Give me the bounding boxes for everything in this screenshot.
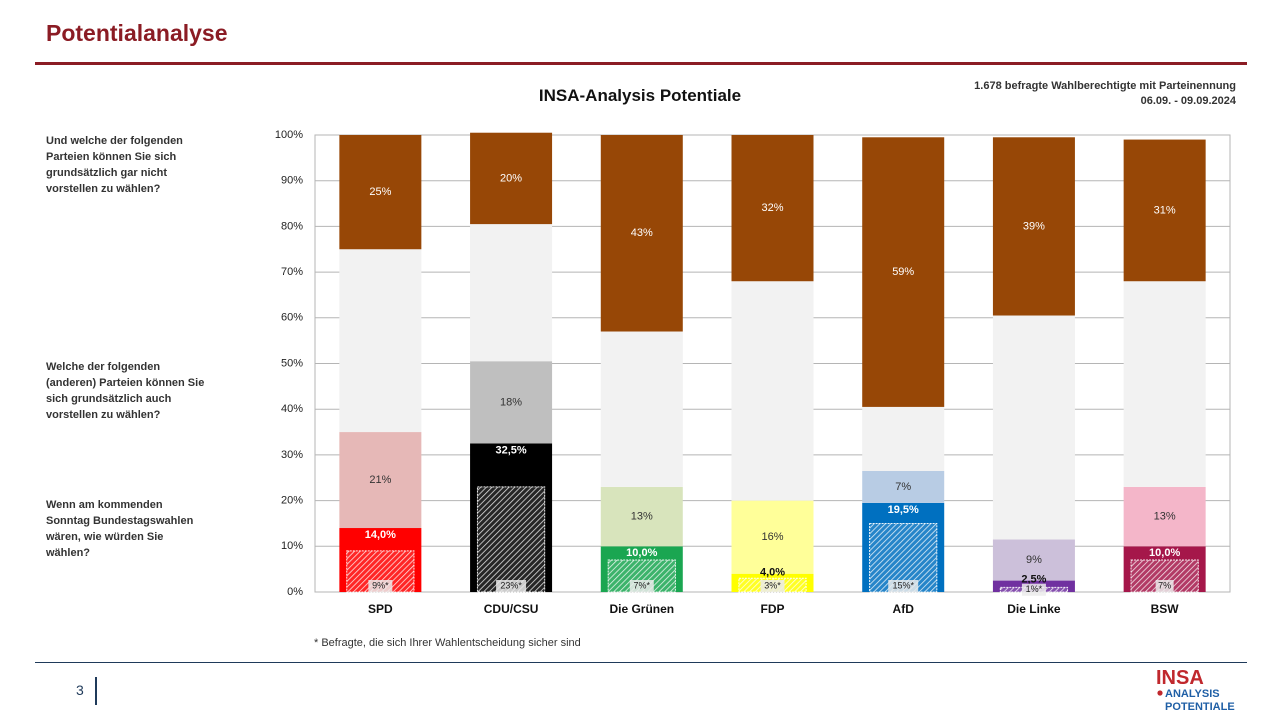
bar-segment-possible <box>992 539 1075 581</box>
data-label-possible: 13% <box>631 511 653 523</box>
bar-segment-undecided <box>992 315 1075 540</box>
data-label-sure-voters: 9%* <box>372 580 389 590</box>
bar-segment-sure-voters <box>476 486 546 593</box>
data-label-never: 59% <box>892 266 914 278</box>
chart-title: INSA-Analysis Potentiale <box>538 86 742 105</box>
data-label-sure-voters: 7%* <box>634 580 651 590</box>
data-label-vote: 2,5% <box>1021 573 1046 585</box>
bar-segment-never <box>339 135 422 250</box>
question-could-vote: Welche der folgenden (anderen) Parteien … <box>46 361 205 421</box>
x-tick-label: BSW <box>1151 602 1180 616</box>
question-never-vote: Und welche der folgenden Parteien können… <box>46 135 183 195</box>
y-tick-label: 60% <box>281 312 303 324</box>
bar-segment-never <box>600 135 683 332</box>
logo-text-analysis: ANALYSIS <box>1165 688 1220 700</box>
insa-logo: INSA ANALYSIS POTENTIALE <box>1156 667 1235 713</box>
y-tick-label: 0% <box>287 586 303 598</box>
data-label-possible: 21% <box>369 474 391 486</box>
survey-period: 06.09. - 09.09.2024 <box>1140 95 1236 107</box>
survey-sample: 1.678 befragte Wahlberechtigte mit Parte… <box>974 80 1236 92</box>
bar-segment-undecided <box>862 406 945 471</box>
y-tick-label: 20% <box>281 495 303 507</box>
page-title: Potentialanalyse <box>46 20 228 46</box>
bar-segment-never <box>1123 139 1206 282</box>
y-tick-label: 50% <box>281 357 303 369</box>
bar-segment-possible <box>862 470 945 503</box>
logo-text-potentiale: POTENTIALE <box>1165 701 1235 713</box>
logo-text-insa: INSA <box>1156 667 1204 689</box>
data-label-sure-voters: 7% <box>1158 580 1171 590</box>
sure-voters-label-bg <box>1021 583 1046 596</box>
data-label-sure-voters: 15%* <box>892 580 914 590</box>
x-tick-label: AfD <box>893 602 915 616</box>
data-label-sure-voters: 1%* <box>1026 584 1043 594</box>
sure-voters-label-bg <box>760 580 785 592</box>
sure-voters-label-bg <box>629 580 654 592</box>
bar-segment-never <box>992 137 1075 316</box>
data-label-never: 39% <box>1023 220 1045 232</box>
data-label-sure-voters: 23%* <box>500 580 522 590</box>
bar-segment-undecided <box>731 281 814 501</box>
x-tick-label: FDP <box>761 602 785 616</box>
bar-segment-possible <box>1123 486 1206 547</box>
data-label-possible: 7% <box>895 481 911 493</box>
data-label-never: 25% <box>369 186 391 198</box>
sure-voters-label-bg <box>888 580 919 592</box>
data-label-possible: 16% <box>761 531 783 543</box>
bar-segment-possible <box>600 486 683 547</box>
data-label-never: 32% <box>761 202 783 214</box>
x-tick-label: SPD <box>368 602 393 616</box>
y-tick-label: 70% <box>281 266 303 278</box>
survey-source: 1.678 befragte Wahlberechtigte mit Parte… <box>974 79 1236 109</box>
data-label-possible: 9% <box>1026 554 1042 566</box>
bar-segment-undecided <box>339 249 422 433</box>
data-label-vote: 10,0% <box>1149 547 1180 559</box>
bar-segment-possible <box>470 361 553 444</box>
data-label-never: 31% <box>1154 204 1176 216</box>
x-tick-label: Die Grünen <box>609 602 674 616</box>
bar-segment-never <box>470 132 553 225</box>
data-label-never: 43% <box>631 227 653 239</box>
data-label-sure-voters: 3%* <box>764 580 781 590</box>
sure-voters-label-bg <box>496 580 527 592</box>
data-label-vote: 19,5% <box>888 504 919 516</box>
data-label-vote: 32,5% <box>495 444 526 456</box>
sure-voters-label-bg <box>1155 580 1174 592</box>
x-tick-label: Die Linke <box>1007 602 1061 616</box>
y-tick-label: 30% <box>281 449 303 461</box>
logo-dot-icon <box>1157 690 1163 696</box>
y-tick-label: 100% <box>275 129 303 141</box>
y-tick-label: 10% <box>281 540 303 552</box>
bar-segment-possible <box>339 432 422 529</box>
data-label-possible: 13% <box>1154 511 1176 523</box>
data-label-vote: 14,0% <box>365 529 396 541</box>
x-tick-label: CDU/CSU <box>484 602 539 616</box>
bar-segment-never <box>731 135 814 282</box>
data-label-vote: 10,0% <box>626 547 657 559</box>
bar-segment-undecided <box>470 224 553 362</box>
sure-voters-label-bg <box>368 580 393 592</box>
y-tick-label: 80% <box>281 220 303 232</box>
footnote: * Befragte, die sich Ihrer Wahlentscheid… <box>314 637 581 649</box>
data-label-never: 20% <box>500 172 522 184</box>
bar-segment-undecided <box>1123 281 1206 487</box>
title-divider <box>35 62 1247 65</box>
page-number: 3 <box>76 682 84 698</box>
bar-segment-undecided <box>600 331 683 487</box>
data-label-vote: 4,0% <box>760 567 785 579</box>
bar-segment-possible <box>731 500 814 574</box>
y-tick-label: 90% <box>281 175 303 187</box>
page-number-bar <box>95 677 97 705</box>
footer-divider <box>35 662 1247 663</box>
bar-segment-never <box>862 137 945 407</box>
data-label-possible: 18% <box>500 396 522 408</box>
y-tick-label: 40% <box>281 403 303 415</box>
question-sunday-vote: Wenn am kommenden Sonntag Bundestagswahl… <box>46 499 194 559</box>
